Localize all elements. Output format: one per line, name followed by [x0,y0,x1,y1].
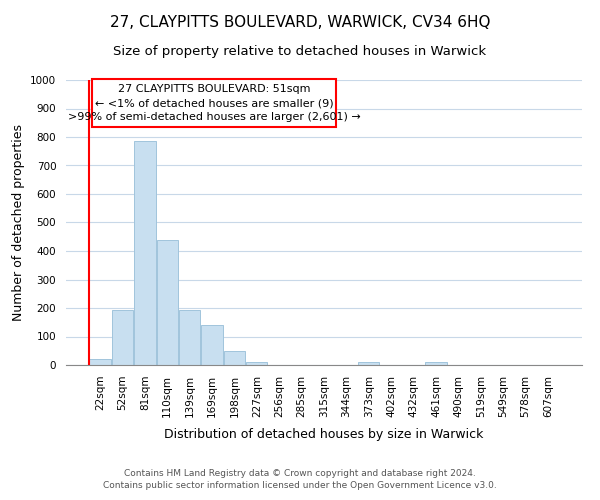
FancyBboxPatch shape [92,80,336,127]
X-axis label: Distribution of detached houses by size in Warwick: Distribution of detached houses by size … [164,428,484,441]
Y-axis label: Number of detached properties: Number of detached properties [11,124,25,321]
Text: 27, CLAYPITTS BOULEVARD, WARWICK, CV34 6HQ: 27, CLAYPITTS BOULEVARD, WARWICK, CV34 6… [110,15,490,30]
Bar [202,325,223,365]
Bar [224,351,245,365]
Text: 27 CLAYPITTS BOULEVARD: 51sqm
← <1% of detached houses are smaller (9)
>99% of s: 27 CLAYPITTS BOULEVARD: 51sqm ← <1% of d… [68,84,361,122]
Bar [179,310,200,365]
Bar [112,310,133,365]
Bar [358,362,379,365]
Text: Size of property relative to detached houses in Warwick: Size of property relative to detached ho… [113,45,487,58]
Bar [157,240,178,365]
Bar [246,362,268,365]
Text: Contains HM Land Registry data © Crown copyright and database right 2024.
Contai: Contains HM Land Registry data © Crown c… [103,469,497,490]
Bar [134,142,155,365]
Bar [89,360,111,365]
Bar [425,362,446,365]
